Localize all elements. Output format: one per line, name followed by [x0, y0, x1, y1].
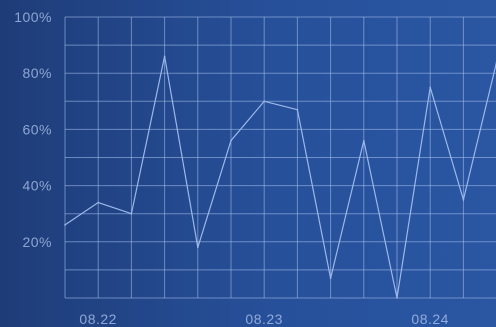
y-tick-label: 40% [22, 178, 52, 194]
data-point [363, 139, 365, 142]
data-point [396, 297, 398, 299]
data-point [429, 86, 432, 89]
data-point [296, 108, 299, 111]
data-point [130, 212, 133, 215]
data-point [329, 277, 332, 280]
data-point [64, 224, 66, 226]
data-point [462, 198, 465, 201]
y-tick-label: 100% [14, 9, 52, 25]
data-point [197, 246, 199, 249]
data-point [230, 139, 232, 142]
data-point [163, 55, 166, 58]
y-tick-label: 60% [22, 121, 52, 137]
data-point [97, 201, 99, 204]
x-tick-label: 08.23 [245, 311, 283, 327]
series-line [64, 56, 496, 299]
x-tick-label: 08.24 [411, 311, 449, 327]
y-tick-label: 80% [22, 65, 52, 81]
data-point [263, 100, 266, 103]
x-tick-label: 08.22 [79, 311, 117, 327]
y-tick-label: 20% [22, 234, 52, 250]
